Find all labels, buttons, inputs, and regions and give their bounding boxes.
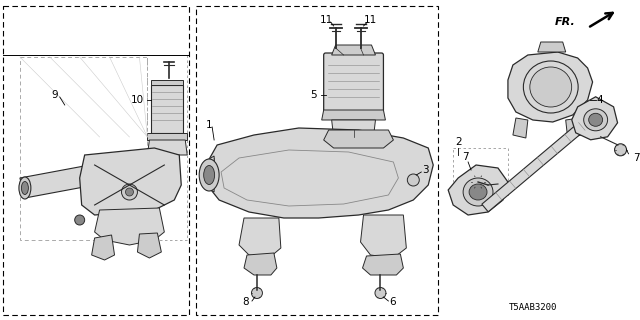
Circle shape (375, 287, 386, 299)
Polygon shape (20, 165, 95, 198)
Text: 1: 1 (206, 120, 212, 130)
Circle shape (125, 188, 134, 196)
Polygon shape (147, 133, 188, 140)
Polygon shape (362, 254, 403, 275)
Polygon shape (513, 118, 528, 138)
Bar (3, 6, 189, 315)
Circle shape (471, 175, 485, 189)
Polygon shape (508, 52, 593, 122)
FancyBboxPatch shape (152, 85, 183, 133)
Polygon shape (322, 110, 385, 120)
Text: T5AAB3200: T5AAB3200 (509, 303, 557, 313)
Polygon shape (538, 42, 566, 52)
Ellipse shape (204, 165, 214, 185)
Circle shape (122, 184, 138, 200)
Polygon shape (324, 130, 394, 148)
Polygon shape (482, 111, 599, 212)
Polygon shape (332, 45, 376, 55)
Bar (453, 148, 508, 195)
Bar (196, 6, 438, 315)
Text: 3: 3 (422, 165, 429, 175)
Bar (147, 55, 188, 240)
FancyBboxPatch shape (324, 53, 383, 112)
Polygon shape (204, 128, 433, 218)
Polygon shape (239, 218, 281, 258)
Ellipse shape (530, 67, 572, 107)
Polygon shape (138, 233, 161, 258)
Polygon shape (92, 235, 115, 260)
Polygon shape (360, 215, 406, 258)
Ellipse shape (469, 184, 487, 200)
Text: 7: 7 (633, 153, 640, 163)
Polygon shape (147, 140, 188, 155)
Text: FR.: FR. (555, 17, 575, 27)
Circle shape (407, 174, 419, 186)
Circle shape (75, 215, 84, 225)
Polygon shape (204, 156, 214, 192)
Text: 2: 2 (455, 137, 461, 147)
Text: 5: 5 (310, 90, 317, 100)
Ellipse shape (584, 109, 607, 131)
Polygon shape (79, 148, 181, 215)
Polygon shape (448, 165, 508, 215)
Text: 9: 9 (51, 90, 58, 100)
Text: 11: 11 (320, 15, 333, 25)
Ellipse shape (463, 178, 493, 206)
Polygon shape (152, 80, 183, 85)
Circle shape (252, 287, 262, 299)
Ellipse shape (19, 177, 31, 199)
Ellipse shape (589, 113, 603, 126)
Text: 4: 4 (596, 95, 603, 105)
Text: 11: 11 (364, 15, 377, 25)
Ellipse shape (199, 159, 219, 191)
Polygon shape (95, 208, 164, 245)
Text: 6: 6 (389, 297, 396, 307)
Ellipse shape (21, 181, 28, 195)
Text: 7: 7 (462, 152, 468, 162)
Polygon shape (204, 158, 214, 188)
Text: 8: 8 (243, 297, 250, 307)
Polygon shape (566, 118, 582, 138)
Polygon shape (332, 120, 376, 137)
Text: 10: 10 (131, 95, 144, 105)
Polygon shape (572, 97, 618, 140)
Polygon shape (244, 253, 277, 275)
Circle shape (614, 144, 627, 156)
